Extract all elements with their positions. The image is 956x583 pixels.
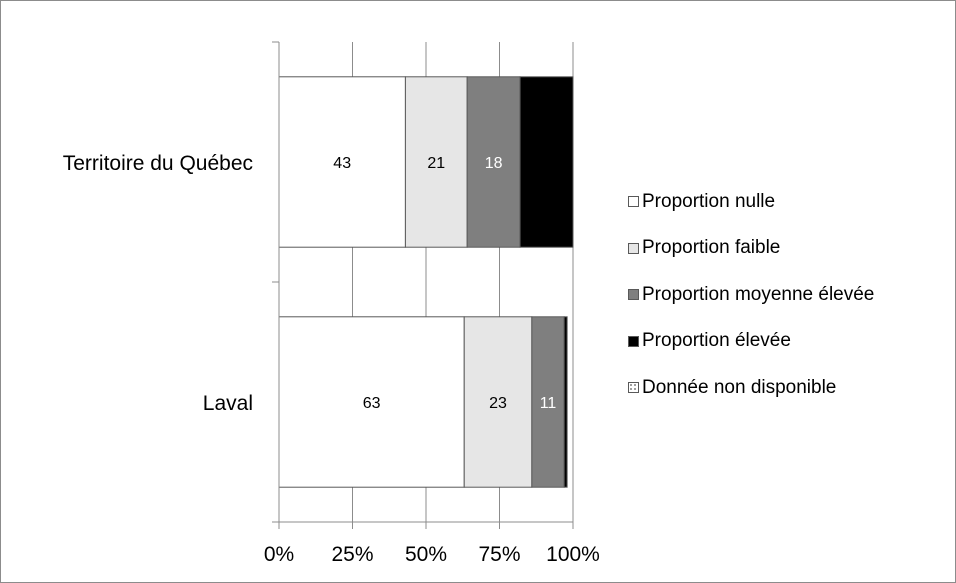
chart-legend: Proportion nulle Proportion faible Proport… [628, 190, 874, 423]
data-label: 21 [427, 155, 445, 172]
data-label: 43 [333, 155, 351, 172]
bar-segment [404, 76, 468, 248]
legend-swatch [628, 335, 639, 347]
x-tick-label: 25% [331, 543, 373, 566]
data-label: 11 [540, 395, 557, 412]
bar-segment [463, 316, 533, 488]
legend-label: Proportion faible [642, 237, 781, 258]
x-tick-label: 75% [478, 543, 520, 566]
legend-label: Proportion moyenne élevée [642, 283, 875, 305]
legend-swatch [628, 196, 639, 207]
x-tick-label: 100% [546, 543, 600, 566]
legend-item: Proportion moyenne élevée [628, 283, 874, 306]
legend-item: Proportion élevée [628, 330, 874, 353]
data-label: 63 [363, 395, 381, 412]
x-tick-label: 50% [405, 543, 447, 566]
legend-label: Proportion nulle [642, 190, 776, 212]
legend-swatch [628, 289, 639, 300]
legend-label: Donnée non disponible [642, 376, 837, 398]
bar-segment [278, 316, 465, 488]
legend-item: Proportion faible [628, 237, 874, 260]
bar-segment [278, 76, 406, 248]
legend-label: Proportion élevée [642, 330, 791, 351]
data-label: 18 [485, 155, 503, 172]
legend-item: Proportion nulle [628, 190, 874, 213]
bar-segment [531, 316, 565, 488]
data-label: 23 [489, 395, 507, 412]
legend-item: Donnée non disponible [628, 376, 874, 399]
legend-swatch [628, 242, 639, 254]
legend-swatch [628, 382, 639, 393]
category-label: Laval [203, 392, 253, 415]
bar-segment [563, 316, 568, 488]
bar-segment [519, 76, 574, 248]
category-label: Territoire du Québec [63, 152, 253, 175]
bar-segment [466, 76, 521, 248]
x-tick-label: 0% [264, 543, 294, 566]
